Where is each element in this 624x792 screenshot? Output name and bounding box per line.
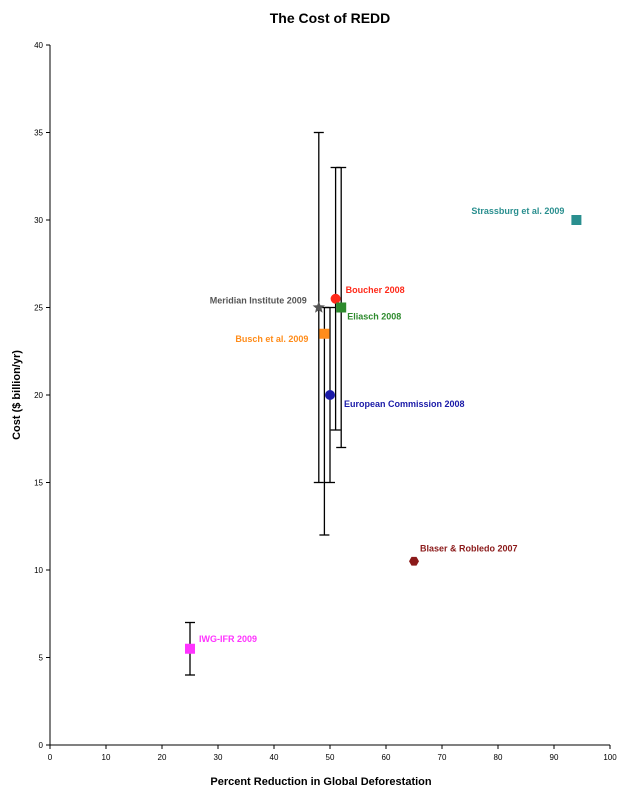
y-tick-label: 35 bbox=[34, 129, 43, 138]
y-tick-label: 40 bbox=[34, 41, 43, 50]
x-tick-label: 0 bbox=[48, 753, 53, 762]
x-tick-label: 80 bbox=[494, 753, 503, 762]
error-bars bbox=[185, 131, 347, 676]
y-tick-label: 30 bbox=[34, 216, 43, 225]
data-point bbox=[319, 328, 330, 339]
axes: 0 5 10 15 20 25 30 35 40 0 10 20 30 40 50 60 70 80 90 100 bbox=[34, 41, 617, 762]
y-tick-label: 0 bbox=[39, 741, 44, 750]
data-point bbox=[409, 556, 419, 566]
x-tick-label: 30 bbox=[214, 753, 223, 762]
y-tick-label: 25 bbox=[34, 304, 43, 313]
data-label: European Commission 2008 bbox=[344, 399, 465, 409]
data-point bbox=[312, 301, 325, 313]
y-tick-label: 20 bbox=[34, 391, 43, 400]
data-label: Blaser & Robledo 2007 bbox=[420, 543, 518, 553]
chart-title: The Cost of REDD bbox=[270, 10, 391, 26]
data-label: Boucher 2008 bbox=[346, 285, 405, 295]
data-label: Busch et al. 2009 bbox=[235, 334, 308, 344]
data-point bbox=[325, 390, 335, 400]
y-axis-title: Cost ($ billion/yr) bbox=[11, 350, 23, 440]
data-point bbox=[571, 215, 582, 225]
y-tick-label: 15 bbox=[34, 479, 43, 488]
x-tick-label: 20 bbox=[158, 753, 167, 762]
y-tick-label: 10 bbox=[34, 566, 43, 575]
x-tick-label: 90 bbox=[550, 753, 559, 762]
data-point bbox=[185, 643, 195, 654]
x-tick-label: 70 bbox=[438, 753, 447, 762]
x-axis-title: Percent Reduction in Global Deforestatio… bbox=[210, 776, 432, 788]
data-label: IWG-IFR 2009 bbox=[199, 634, 257, 644]
data-point bbox=[336, 302, 347, 313]
data-point bbox=[330, 293, 341, 304]
x-tick-label: 60 bbox=[382, 753, 391, 762]
y-tick-label: 5 bbox=[39, 654, 44, 663]
x-tick-label: 50 bbox=[326, 753, 335, 762]
data-label: Eliasch 2008 bbox=[347, 312, 401, 322]
x-tick-label: 100 bbox=[603, 753, 617, 762]
data-label: Strassburg et al. 2009 bbox=[471, 206, 564, 216]
data-labels: Strassburg et al. 2009 Meridian Institute… bbox=[199, 206, 564, 644]
x-tick-label: 40 bbox=[270, 753, 279, 762]
data-markers bbox=[185, 215, 582, 654]
data-label: Meridian Institute 2009 bbox=[210, 296, 307, 306]
x-tick-label: 10 bbox=[102, 753, 111, 762]
